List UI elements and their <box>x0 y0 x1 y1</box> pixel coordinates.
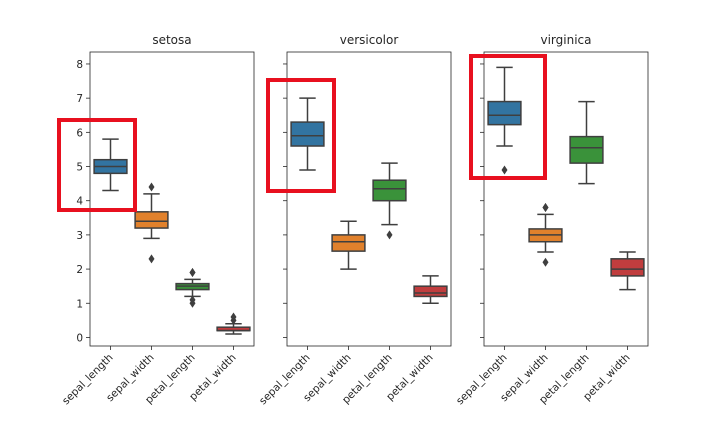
panel-virginica: virginica sepal_lengthsepal_widthpetal_l… <box>454 33 649 407</box>
box-sepal_width <box>331 220 366 270</box>
outlier-point <box>189 295 196 305</box>
box-sepal_length <box>487 66 522 175</box>
iqr-box <box>290 121 325 147</box>
y-tick-label: 2 <box>76 264 83 276</box>
highlight-box <box>266 78 336 193</box>
box-petal_width <box>216 312 251 335</box>
outlier-point <box>386 230 393 240</box>
outlier-point <box>501 165 508 175</box>
iqr-box <box>610 258 645 277</box>
outlier-point <box>148 182 155 192</box>
box-sepal_width <box>134 182 169 264</box>
panel-versicolor: versicolor sepal_lengthsepal_widthpetal_… <box>257 33 452 407</box>
box-sepal_width <box>528 203 563 267</box>
iqr-box <box>372 179 407 202</box>
outlier-point <box>542 257 549 267</box>
outlier-point <box>148 254 155 264</box>
iqr-box <box>569 135 604 164</box>
y-tick-label: 0 <box>76 332 83 344</box>
y-tick-label: 5 <box>76 162 83 174</box>
outlier-point <box>542 203 549 213</box>
box-petal_length <box>569 100 604 185</box>
outlier-point <box>230 312 237 322</box>
highlight-box <box>57 118 137 212</box>
y-tick-label: 4 <box>76 196 83 208</box>
y-tick-label: 3 <box>76 230 83 242</box>
panel-title: setosa <box>152 33 191 47</box>
box-petal_width <box>413 275 448 305</box>
axes-frame <box>483 51 649 347</box>
iqr-box <box>331 234 366 252</box>
panel-setosa: setosa 012345678sepal_lengthsepal_widthp… <box>57 33 255 407</box>
panel-title: versicolor <box>340 33 399 47</box>
iqr-box <box>134 211 169 229</box>
y-tick-label: 6 <box>76 127 83 139</box>
y-tick-label: 7 <box>76 93 83 105</box>
y-tick-label: 1 <box>76 298 83 310</box>
highlight-box <box>469 54 547 180</box>
iqr-box <box>413 285 448 298</box>
box-sepal_length <box>290 97 325 171</box>
iqr-box <box>487 100 522 126</box>
box-petal_length <box>372 162 407 240</box>
panel-title: virginica <box>541 33 592 47</box>
axes-frame <box>89 51 255 347</box>
outlier-point <box>189 268 196 277</box>
box-petal_length <box>175 268 210 308</box>
y-tick-label: 8 <box>76 59 83 71</box>
box-petal_width <box>610 251 645 291</box>
axes-frame <box>286 51 452 347</box>
box-sepal_length <box>93 138 128 192</box>
